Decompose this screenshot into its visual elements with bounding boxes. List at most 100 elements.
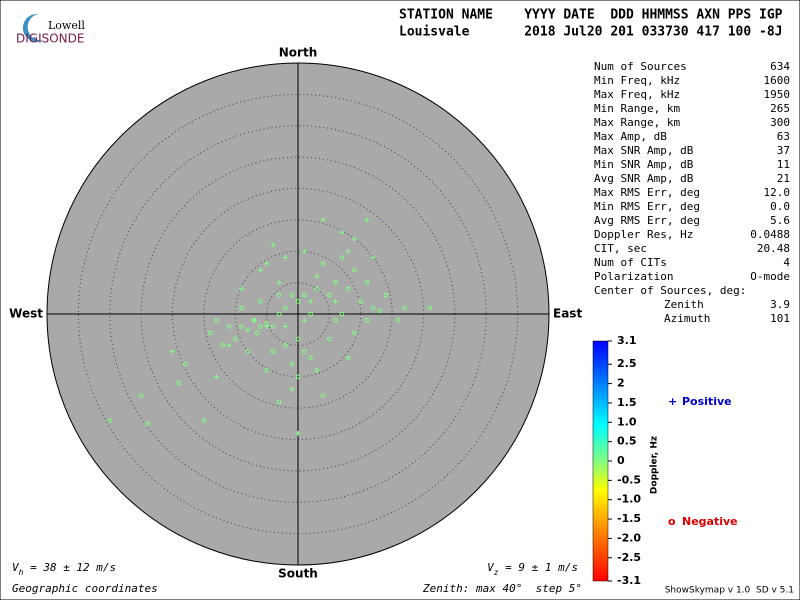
zenith-label: Zenith: max 40° step 5°: [422, 582, 582, 595]
colorbar-tick-label: 3.1: [617, 334, 637, 347]
source-circle: [371, 305, 376, 311]
version-label: ShowSkymap v 1.0 SD v 5.1: [665, 586, 794, 596]
colorbar-tick-label: 1.5: [617, 396, 637, 409]
legend-label: Negative: [682, 515, 738, 528]
source-circle: [276, 399, 282, 405]
stat-label: Max Freq, kHz: [594, 88, 680, 101]
source-circle: [295, 374, 301, 380]
source-circle: [427, 305, 433, 311]
source-circle: [320, 393, 326, 398]
source-circle: [289, 292, 295, 298]
source-circle: [320, 261, 326, 267]
direction-label: West: [9, 307, 43, 321]
colorbar-tick-label: 0: [617, 454, 625, 467]
source-circle: [176, 380, 182, 386]
stat-value: 63: [777, 130, 790, 143]
stat-value: 0.0488: [750, 228, 790, 241]
source-plus: [308, 298, 314, 304]
source-circle: [339, 255, 345, 260]
source-circle: [314, 368, 320, 373]
source-circle: [345, 286, 351, 292]
stat-value: 101: [770, 312, 790, 325]
source-circle: [283, 343, 288, 348]
source-circle: [352, 267, 357, 273]
velocity-subscript: z: [494, 568, 499, 577]
source-plus: [170, 349, 175, 355]
source-plus: [282, 255, 288, 261]
header-line: Louisvale 2018 Jul20 201 033730 417 100 …: [399, 25, 783, 40]
colorbar-tick-label: 2.5: [617, 357, 637, 370]
source-circle: [245, 349, 251, 354]
source-circle: [333, 280, 338, 285]
stat-label: Center of Sources, deg:: [594, 284, 746, 297]
source-circle: [239, 305, 244, 311]
source-circle: [201, 418, 207, 423]
stat-label: Min SNR Amp, dB: [594, 158, 694, 171]
velocity-text: = 9 ± 1 m/s: [499, 561, 578, 574]
source-circle: [327, 292, 332, 298]
velocity-symbol: V: [487, 561, 495, 574]
source-circle: [232, 336, 238, 342]
stat-value: 1600: [764, 74, 791, 87]
source-circle: [339, 311, 345, 317]
stat-label: Avg SNR Amp, dB: [594, 172, 694, 185]
colorbar-tick-label: 0.5: [617, 435, 637, 448]
stat-label: Min RMS Err, deg: [594, 200, 700, 213]
source-circle: [276, 311, 282, 317]
direction-label: North: [279, 46, 317, 60]
stat-label: Num of CITs: [594, 256, 667, 269]
source-circle: [258, 299, 263, 304]
source-plus: [351, 236, 357, 242]
stat-label: CIT, sec: [594, 242, 647, 255]
source-circle: [207, 330, 213, 336]
source-circle: [314, 286, 320, 292]
colorbar-tick-label: -2.0: [617, 531, 641, 544]
source-plus: [301, 248, 307, 254]
legend-marker: +: [668, 395, 677, 408]
source-plus: [289, 386, 295, 392]
stat-label: Avg RMS Err, deg: [594, 214, 700, 227]
stat-label: Max Range, km: [594, 116, 680, 129]
stat-value: 4: [783, 256, 790, 269]
source-plus: [339, 229, 345, 235]
velocity-label: Vz = 9 ± 1 m/s: [487, 561, 578, 577]
colorbar-tick-label: -1.0: [617, 493, 641, 506]
stat-label: Max RMS Err, deg: [594, 186, 700, 199]
source-circle: [258, 324, 263, 329]
logo-bottom: DIGISONDE: [16, 32, 84, 46]
source-circle: [220, 343, 225, 348]
source-circle: [308, 311, 313, 317]
direction-label: South: [278, 567, 318, 581]
source-plus: [295, 430, 301, 436]
stat-label: Max Amp, dB: [594, 130, 667, 143]
stat-value: 634: [770, 60, 790, 73]
source-circle: [333, 317, 338, 323]
source-plus: [264, 261, 270, 267]
legend-label: Positive: [682, 395, 732, 408]
stat-value: 37: [777, 144, 790, 157]
source-circle: [245, 327, 251, 332]
source-circle: [145, 421, 150, 427]
stat-label: Polarization: [594, 270, 673, 283]
source-circle: [327, 336, 332, 342]
source-plus: [270, 242, 276, 248]
source-circle: [270, 349, 276, 354]
source-plus: [364, 217, 370, 223]
source-plus: [370, 255, 376, 261]
source-circle: [396, 317, 401, 323]
stat-label: Min Range, km: [594, 102, 680, 115]
header-line: STATION NAME YYYY DATE DDD HHMMSS AXN PP…: [399, 8, 783, 23]
source-circle: [364, 317, 370, 323]
stat-label: Doppler Res, Hz: [594, 228, 693, 241]
source-circle: [301, 292, 307, 298]
source-plus: [264, 324, 270, 330]
stat-label: Max SNR Amp, dB: [594, 144, 694, 157]
stat-label: Min Freq, kHz: [594, 74, 680, 87]
velocity-text: = 38 ± 12 m/s: [23, 561, 116, 574]
stat-value: 3.9: [770, 298, 790, 311]
stat-label: Num of Sources: [594, 60, 687, 73]
source-circle: [214, 317, 219, 323]
source-plus: [345, 248, 351, 254]
